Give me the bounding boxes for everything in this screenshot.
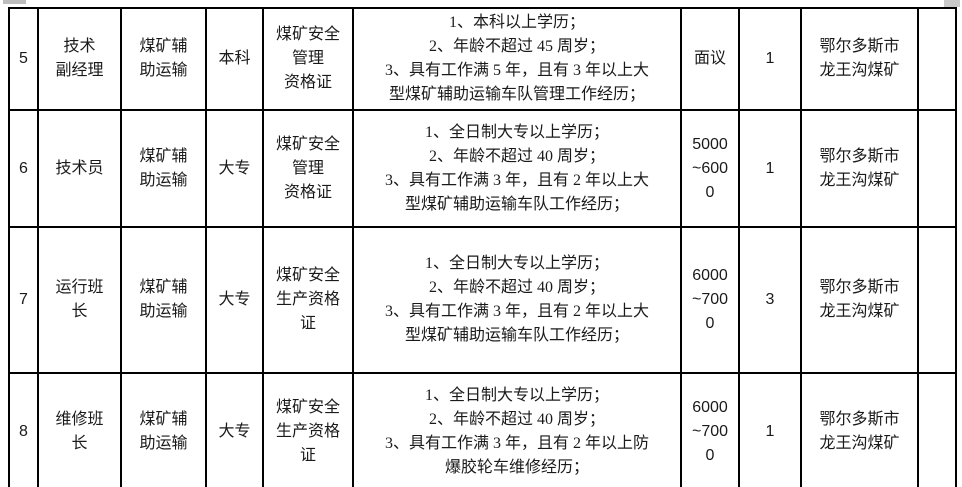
cell-location: 鄂尔多斯市 龙王沟煤矿 xyxy=(800,226,919,374)
cell-certificate: 煤矿安全 管理 资格证 xyxy=(262,7,354,111)
job-postings-table: 5 技术 副经理 煤矿辅 助运输 本科 煤矿安全 管理 资格证 1、本科以上学历… xyxy=(8,7,957,487)
cell-row-number: 8 xyxy=(8,372,39,487)
cell-requirements: 1、全日制大专以上学历； 2、年龄不超过 40 周岁； 3、具有工作满 3 年，… xyxy=(352,226,682,374)
cell-certificate: 煤矿安全 生产资格 证 xyxy=(262,372,354,487)
cell-position: 技术 副经理 xyxy=(37,7,122,111)
cell-requirements: 1、全日制大专以上学历； 2、年龄不超过 40 周岁； 3、具有工作满 3 年，… xyxy=(352,372,682,487)
cell-salary: 6000 ~700 0 xyxy=(680,226,740,374)
cell-department: 煤矿辅 助运输 xyxy=(120,7,207,111)
cell-location: 鄂尔多斯市 龙王沟煤矿 xyxy=(800,109,919,228)
table-row: 5 技术 副经理 煤矿辅 助运输 本科 煤矿安全 管理 资格证 1、本科以上学历… xyxy=(8,7,957,111)
cell-extra xyxy=(917,372,957,487)
cell-department: 煤矿辅 助运输 xyxy=(120,109,207,228)
cell-education: 大专 xyxy=(205,109,264,228)
cell-headcount: 1 xyxy=(738,372,802,487)
cell-position: 维修班 长 xyxy=(37,372,122,487)
cell-certificate: 煤矿安全 生产资格 证 xyxy=(262,226,354,374)
cell-education: 本科 xyxy=(205,7,264,111)
cell-education: 大专 xyxy=(205,372,264,487)
cell-salary: 面议 xyxy=(680,7,740,111)
cropped-ui-fragment-top-left xyxy=(3,0,26,4)
cell-row-number: 5 xyxy=(8,7,39,111)
cell-position: 技术员 xyxy=(37,109,122,228)
cell-extra xyxy=(917,226,957,374)
cell-certificate: 煤矿安全 管理 资格证 xyxy=(262,109,354,228)
cell-headcount: 1 xyxy=(738,7,802,111)
cell-department: 煤矿辅 助运输 xyxy=(120,372,207,487)
cell-headcount: 1 xyxy=(738,109,802,228)
cell-position: 运行班 长 xyxy=(37,226,122,374)
cell-salary: 5000 ~600 0 xyxy=(680,109,740,228)
cell-requirements: 1、全日制大专以上学历； 2、年龄不超过 40 周岁； 3、具有工作满 3 年，… xyxy=(352,109,682,228)
cell-headcount: 3 xyxy=(738,226,802,374)
cell-department: 煤矿辅 助运输 xyxy=(120,226,207,374)
cell-extra xyxy=(917,7,957,111)
cell-row-number: 6 xyxy=(8,109,39,228)
cropped-ui-fragment-top-right xyxy=(944,0,960,7)
cell-education: 大专 xyxy=(205,226,264,374)
cell-extra xyxy=(917,109,957,228)
cell-salary: 6000 ~700 0 xyxy=(680,372,740,487)
table-row: 7 运行班 长 煤矿辅 助运输 大专 煤矿安全 生产资格 证 1、全日制大专以上… xyxy=(8,226,957,374)
table-row: 8 维修班 长 煤矿辅 助运输 大专 煤矿安全 生产资格 证 1、全日制大专以上… xyxy=(8,372,957,487)
cell-location: 鄂尔多斯市 龙王沟煤矿 xyxy=(800,7,919,111)
cell-row-number: 7 xyxy=(8,226,39,374)
cell-requirements: 1、本科以上学历； 2、年龄不超过 45 周岁； 3、具有工作满 5 年，且有 … xyxy=(352,7,682,111)
cell-location: 鄂尔多斯市 龙王沟煤矿 xyxy=(800,372,919,487)
table-row: 6 技术员 煤矿辅 助运输 大专 煤矿安全 管理 资格证 1、全日制大专以上学历… xyxy=(8,109,957,228)
